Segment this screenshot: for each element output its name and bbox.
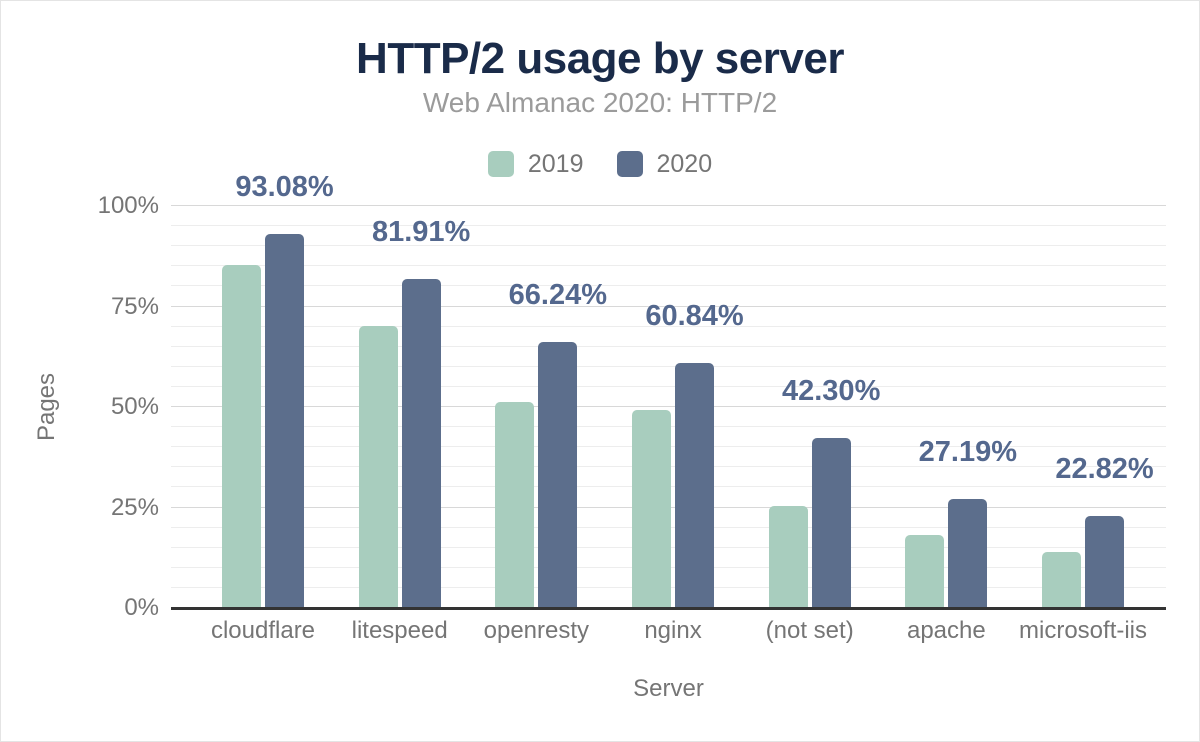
legend-swatch-2019 <box>487 151 514 177</box>
bar-2019-litespeed[interactable] <box>358 326 398 608</box>
data-label-openresty: 66.24% <box>508 278 608 311</box>
gridline-minor-90pct <box>171 245 1166 247</box>
x-axis-title: Server <box>633 675 704 702</box>
bar-2019-(not set)[interactable] <box>768 505 808 608</box>
chart-subtitle: Web Almanac 2020: HTTP/2 <box>422 87 778 118</box>
y-tick-75: 75% <box>110 292 159 320</box>
x-tick-apache: apache <box>906 617 986 644</box>
gridline-major-75pct <box>171 305 1166 307</box>
legend-item-2020[interactable]: 2020 <box>616 150 713 178</box>
chart-title: HTTP/2 usage by server <box>356 34 844 83</box>
bar-2020-nginx[interactable] <box>675 363 714 608</box>
x-tick-litespeed: litespeed <box>351 617 448 644</box>
gridline-minor-65pct <box>171 345 1166 347</box>
gridline-minor-70pct <box>171 325 1166 327</box>
bar-2019-microsoft-iis[interactable] <box>1042 551 1082 608</box>
bar-2019-openresty[interactable] <box>495 402 535 608</box>
x-tick-(not set): (not set) <box>765 617 854 644</box>
data-label-cloudflare: 93.08% <box>235 170 334 203</box>
bar-2020-(not set)[interactable] <box>811 437 851 608</box>
legend-label-2020: 2020 <box>656 150 713 178</box>
y-tick-100: 100% <box>97 192 159 219</box>
bar-2020-litespeed[interactable] <box>401 278 441 608</box>
data-label-(not set): 42.30% <box>781 374 881 407</box>
data-label-microsoft-iis: 22.82% <box>1055 453 1154 486</box>
bar-2019-nginx[interactable] <box>632 409 671 608</box>
legend-label-2019: 2019 <box>527 150 584 178</box>
gridline-major-100pct <box>171 205 1166 206</box>
gridline-minor-95pct <box>171 225 1166 227</box>
data-label-nginx: 60.84% <box>645 300 744 333</box>
y-tick-25: 25% <box>110 493 159 521</box>
plot-area: 93.08% cloudflare 81.91% litespeed 66.24% ope… <box>171 172 1166 643</box>
gridline-minor-60pct <box>171 365 1166 367</box>
legend: 2019 2020 <box>1 151 1199 177</box>
legend-item-2019[interactable]: 2019 <box>487 150 584 178</box>
y-tick-50: 50% <box>110 393 159 420</box>
x-tick-nginx: nginx <box>644 617 702 644</box>
bar-2020-openresty[interactable] <box>538 341 578 608</box>
x-tick-cloudflare: cloudflare <box>210 617 316 644</box>
bar-2019-apache[interactable] <box>905 535 945 608</box>
gridline-minor-85pct <box>171 265 1166 267</box>
x-tick-openresty: openresty <box>483 617 590 644</box>
bar-2020-microsoft-iis[interactable] <box>1085 516 1125 608</box>
bar-2020-apache[interactable] <box>948 498 988 608</box>
data-label-apache: 27.19% <box>918 435 1018 468</box>
bar-2019-cloudflare[interactable] <box>222 264 261 608</box>
x-tick-microsoft-iis: microsoft-iis <box>1019 617 1148 644</box>
gridline-minor-80pct <box>171 285 1166 287</box>
legend-swatch-2020 <box>616 151 643 177</box>
gridline-major-50pct <box>171 406 1166 407</box>
y-tick-0: 0% <box>124 594 159 621</box>
x-axis-line <box>171 607 1166 610</box>
bar-2020-cloudflare[interactable] <box>265 233 304 608</box>
gridline-minor-55pct <box>171 385 1166 387</box>
data-label-litespeed: 81.91% <box>371 215 471 248</box>
